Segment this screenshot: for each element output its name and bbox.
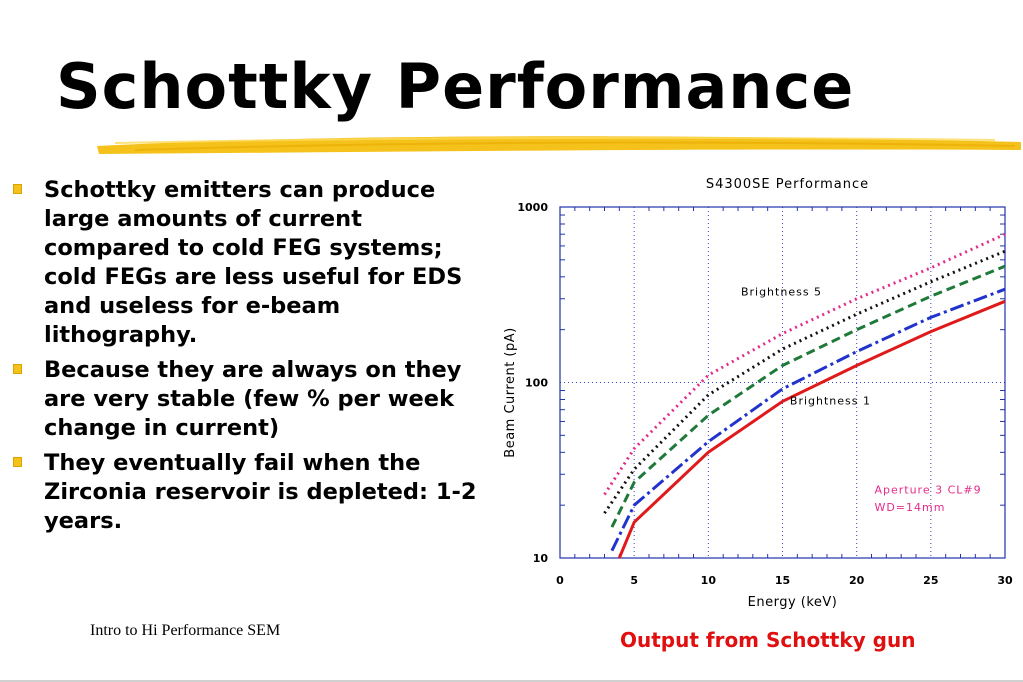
series-line-2 xyxy=(603,249,1006,515)
y-tick-label: 10 xyxy=(533,552,549,565)
performance-chart: S4300SE Performance 0 5 10 15 20 25 30 10 100 1000… xyxy=(503,177,1013,610)
series-line-4 xyxy=(610,287,1006,552)
x-tick-label: 30 xyxy=(997,574,1013,587)
square-bullet-icon xyxy=(13,364,22,374)
bullet-list: Schottky emitters can produce large amou… xyxy=(10,176,480,542)
annotation-brightness-5: Brightness 5 xyxy=(741,286,822,299)
x-tick-label: 5 xyxy=(630,574,638,587)
square-bullet-icon xyxy=(13,184,22,194)
y-tick-label: 1000 xyxy=(517,201,548,214)
annotation-aperture: Aperture 3 CL#9 xyxy=(874,484,981,497)
series-line-5 xyxy=(617,299,1006,559)
x-tick-label: 10 xyxy=(701,574,717,587)
slide-title: Schottky Performance xyxy=(56,50,855,123)
bullet-item: Schottky emitters can produce large amou… xyxy=(10,176,480,350)
bullet-text: Schottky emitters can produce large amou… xyxy=(44,177,463,348)
footer-text: Intro to Hi Performance SEM xyxy=(90,622,281,639)
x-tick-label: 20 xyxy=(849,574,865,587)
bullet-item: Because they are always on they are very… xyxy=(10,356,480,443)
series-line-1 xyxy=(603,232,1006,496)
chart-caption: Output from Schottky gun xyxy=(620,628,916,652)
bullet-text: They eventually fail when the Zirconia r… xyxy=(44,450,477,534)
annotation-brightness-1: Brightness 1 xyxy=(790,394,871,407)
bullet-item: They eventually fail when the Zirconia r… xyxy=(10,449,480,536)
bottom-divider xyxy=(0,680,1023,682)
title-underline-stroke xyxy=(97,136,1021,154)
x-tick-label: 15 xyxy=(775,574,790,587)
x-tick-label: 0 xyxy=(556,574,564,587)
square-bullet-icon xyxy=(13,457,22,467)
annotation-wd: WD=14mm xyxy=(874,501,945,514)
x-axis-label: Energy (keV) xyxy=(748,595,838,610)
plot-frame xyxy=(559,206,1006,559)
y-tick-label: 100 xyxy=(525,377,548,390)
series-line-3 xyxy=(610,264,1006,528)
x-tick-label: 25 xyxy=(923,574,938,587)
chart-title: S4300SE Performance xyxy=(706,177,869,192)
bullet-text: Because they are always on they are very… xyxy=(44,357,462,441)
y-axis-label: Beam Current (pA) xyxy=(503,327,518,457)
